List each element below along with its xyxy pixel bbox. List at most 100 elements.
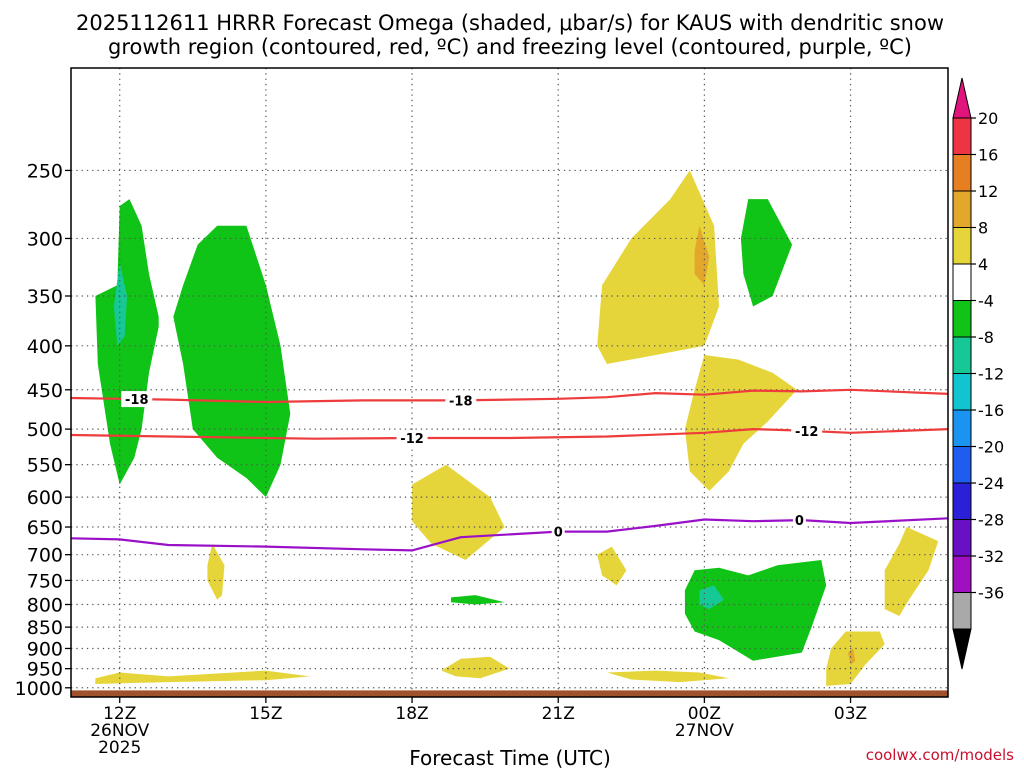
isotherm-label-bg	[551, 523, 565, 540]
colorbar-swatch-2	[952, 190, 972, 228]
contour-lines: -18 -18 -12 -12 0 0	[70, 388, 949, 552]
colorbar-label: -32	[978, 547, 1004, 566]
omega-region-8	[597, 546, 627, 586]
ground-surface	[71, 690, 948, 697]
colorbar-swatch-5	[952, 300, 972, 338]
x-tick-label: 15Z	[249, 704, 282, 724]
y-tick-label: 950	[27, 659, 63, 681]
colorbar-swatch-6	[952, 336, 972, 374]
colorbar-label: -20	[978, 438, 1004, 457]
y-tick-label: 400	[27, 336, 63, 358]
x-tick-date: 27NOV	[675, 721, 734, 741]
colorbar-label: 12	[978, 182, 998, 201]
omega-region-2	[173, 225, 291, 498]
y-tick-label: 300	[27, 228, 63, 250]
omega-region-9	[597, 170, 719, 364]
omega-region-14	[699, 585, 724, 610]
isotherm-line--18	[70, 388, 949, 404]
y-tick-label: 600	[27, 487, 63, 509]
colorbar-label: -12	[978, 365, 1004, 384]
x-tick-year: 2025	[98, 738, 141, 758]
isotherm-label-bg	[121, 391, 153, 408]
plot-frame	[70, 67, 949, 698]
isotherm-label-0-0: -18	[125, 393, 149, 408]
colorbar-swatch-0	[952, 117, 972, 155]
y-tick-label: 1000	[15, 678, 63, 700]
omega-region-7	[441, 656, 510, 679]
omega-region-16	[826, 631, 885, 686]
omega-region-6	[451, 595, 505, 605]
y-tick-label: 350	[27, 286, 63, 308]
omega-region-3	[207, 543, 225, 600]
y-tick-label: 900	[27, 638, 63, 660]
y-tick-label: 700	[27, 545, 63, 567]
colorbar-swatch-9	[952, 446, 972, 484]
omega-region-17	[848, 648, 856, 665]
isotherm-line-0	[70, 517, 949, 552]
isotherm-label-bg	[396, 429, 428, 446]
chart-title-line2: growth region (contoured, red, ºC) and f…	[108, 35, 912, 59]
isotherm-label-0-1: -18	[449, 394, 473, 409]
x-tick-label: 00Z	[688, 704, 721, 724]
x-tick-label: 03Z	[834, 704, 867, 724]
colorbar-bottom-arrow	[952, 628, 972, 670]
omega-region-18	[884, 527, 939, 616]
colorbar-label: -28	[978, 511, 1004, 530]
y-tick-label: 800	[27, 595, 63, 617]
colorbar-top-arrow	[952, 77, 972, 119]
colorbar-label: -8	[978, 328, 994, 347]
colorbar-label: -16	[978, 401, 1004, 420]
x-tick-label: 18Z	[395, 704, 428, 724]
credit-text: coolwx.com/models	[866, 746, 1014, 764]
x-tick-label: 12Z	[103, 704, 136, 724]
isotherm-label-bg	[792, 512, 806, 529]
y-tick-label: 550	[27, 455, 63, 477]
y-tick-label: 650	[27, 517, 63, 539]
omega-region-1	[113, 262, 127, 346]
colorbar-swatch-4	[952, 263, 972, 301]
omega-region-12	[740, 199, 793, 307]
colorbar-label: -4	[978, 292, 994, 311]
omega-region-4	[95, 670, 310, 684]
colorbar-label: 8	[978, 219, 988, 238]
isotherm-label-bg	[445, 392, 477, 409]
omega-region-13	[684, 560, 827, 661]
omega-region-11	[684, 355, 797, 491]
y-tick-label: 450	[27, 380, 63, 402]
colorbar-swatch-7	[952, 373, 972, 411]
isotherm-label-bg	[791, 422, 823, 439]
y-tick-label: 750	[27, 570, 63, 592]
colorbar-label: 4	[978, 255, 988, 274]
y-tick-label: 250	[27, 160, 63, 182]
omega-shading	[95, 170, 939, 686]
x-tick-date: 26NOV	[90, 721, 149, 741]
isotherm-label-1-0: -12	[400, 432, 424, 447]
omega-region-15	[606, 670, 729, 683]
omega-colorbar: 20 16 12 8 4 -4 -8 -12 -16 -20 -24 -28 -32 -36	[952, 77, 1004, 670]
omega-region-0	[95, 199, 159, 485]
colorbar-swatch-12	[952, 555, 972, 593]
colorbar-swatch-13	[952, 592, 972, 630]
colorbar-swatch-10	[952, 482, 972, 520]
x-axis-label: Forecast Time (UTC)	[409, 746, 611, 768]
chart-title-line1: 2025112611 HRRR Forecast Omega (shaded, …	[76, 11, 944, 35]
colorbar-label: -36	[978, 584, 1004, 603]
y-tick-label: 500	[27, 419, 63, 441]
colorbar-swatch-3	[952, 227, 972, 265]
x-tick-label: 21Z	[542, 704, 575, 724]
omega-region-10	[694, 225, 710, 286]
colorbar-label: 16	[978, 146, 998, 165]
colorbar-swatch-1	[952, 154, 972, 192]
pressure-axis: 2503003504004505005506006507007508008509…	[15, 160, 71, 700]
plot-area: -18 -18 -12 -12 0 0	[70, 67, 949, 698]
colorbar-swatch-11	[952, 519, 972, 557]
isotherm-label-2-1: 0	[795, 514, 804, 529]
y-tick-label: 850	[27, 617, 63, 639]
colorbar-label: 20	[978, 109, 998, 128]
isotherm-label-1-1: -12	[795, 425, 819, 440]
colorbar-label: -24	[978, 474, 1004, 493]
colorbar-swatch-8	[952, 409, 972, 447]
isotherm-label-2-0: 0	[554, 526, 563, 541]
